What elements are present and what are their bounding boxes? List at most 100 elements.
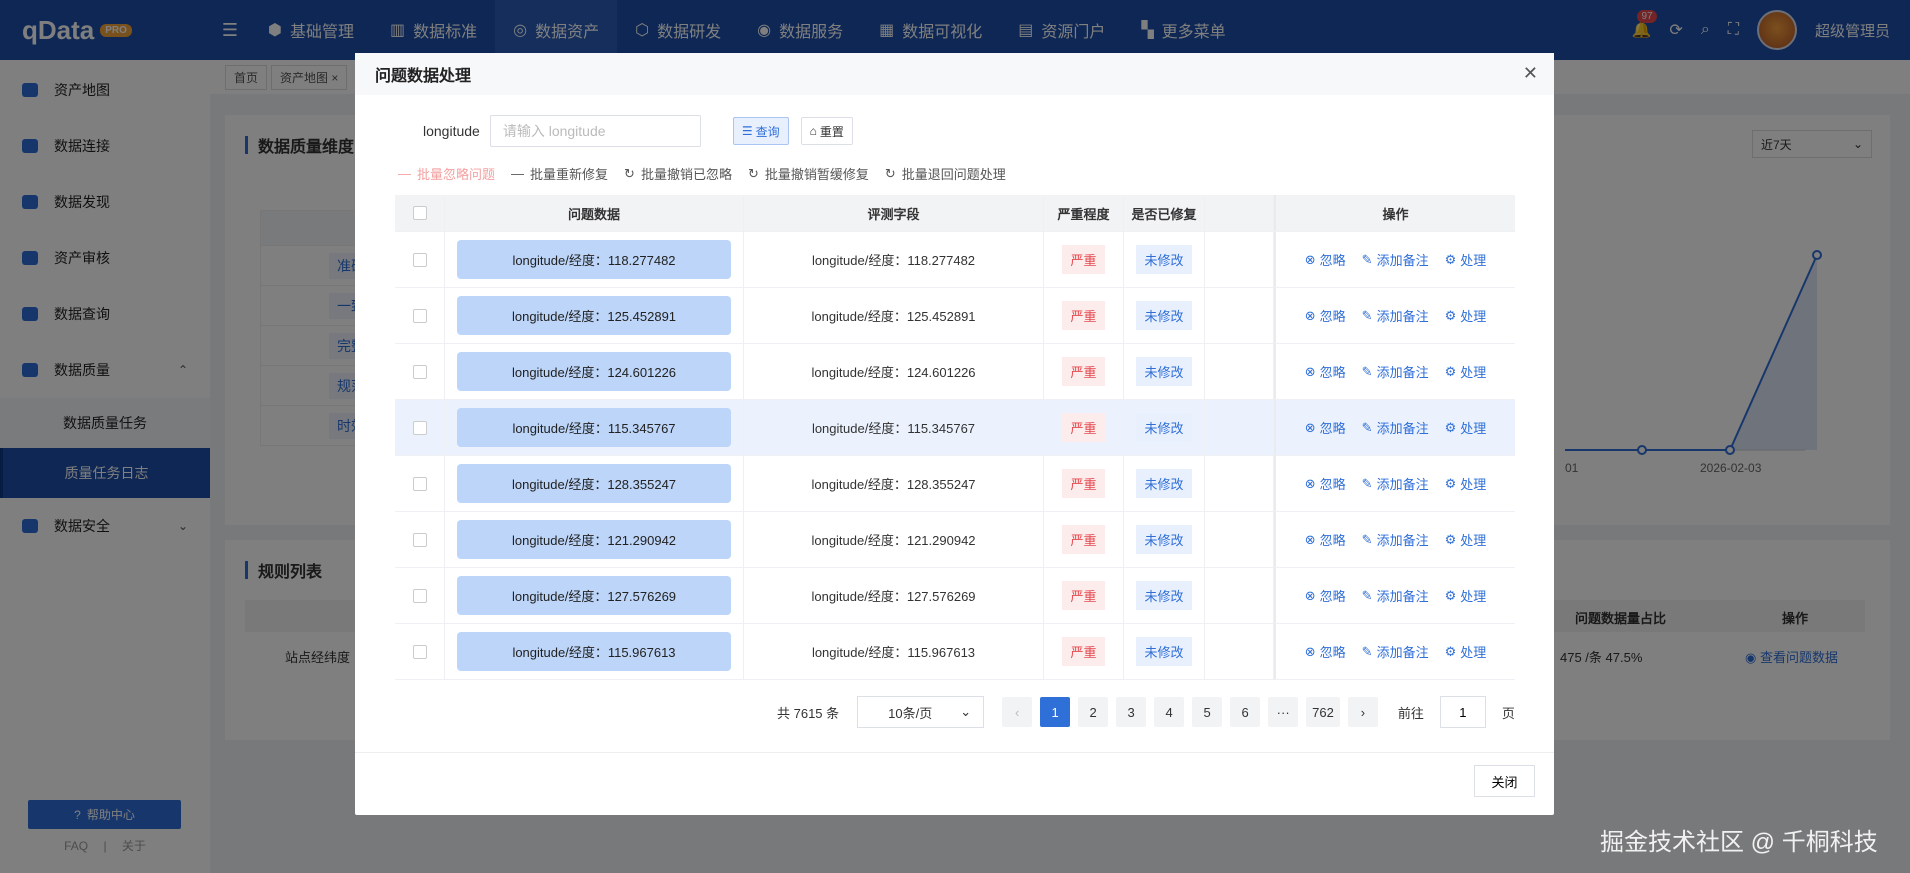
evaluated-field: longitude/经度：115.345767 — [744, 400, 1044, 455]
process-button[interactable]: ⚙ 处理 — [1444, 643, 1487, 661]
batch-undo-ignore-button[interactable]: ↻ 批量撤销已忽略 — [624, 165, 732, 183]
close-circle-icon: ⊗ — [1304, 307, 1316, 323]
issue-data-pill: longitude/经度：124.601226 — [457, 352, 731, 391]
page-button[interactable]: 6 — [1230, 697, 1261, 727]
search-list-icon: ☰ — [741, 124, 753, 138]
prev-page-button[interactable]: ‹ — [1002, 697, 1033, 727]
add-note-button[interactable]: ✎ 添加备注 — [1361, 363, 1429, 381]
row-checkbox[interactable] — [412, 364, 427, 379]
close-circle-icon: ⊗ — [1304, 643, 1316, 659]
process-button[interactable]: ⚙ 处理 — [1444, 419, 1487, 437]
gear-icon: ⚙ — [1444, 307, 1457, 323]
add-note-button[interactable]: ✎ 添加备注 — [1361, 587, 1429, 605]
ignore-button[interactable]: ⊗ 忽略 — [1304, 419, 1346, 437]
add-note-button[interactable]: ✎ 添加备注 — [1361, 419, 1429, 437]
table-row: longitude/经度：125.452891 longitude/经度：125… — [395, 288, 1515, 344]
edit-icon: ✎ — [1361, 531, 1373, 547]
gear-icon: ⚙ — [1444, 643, 1457, 659]
undo-icon: ↻ — [624, 165, 635, 181]
ignore-button[interactable]: ⊗ 忽略 — [1304, 363, 1346, 381]
close-icon[interactable]: ✕ — [1522, 63, 1538, 83]
watermark: 掘金技术社区 @ 千桐科技 — [1600, 829, 1878, 856]
table-row: longitude/经度：121.290942 longitude/经度：121… — [395, 512, 1515, 568]
edit-icon: ✎ — [1361, 307, 1373, 323]
add-note-button[interactable]: ✎ 添加备注 — [1361, 531, 1429, 549]
ignore-button[interactable]: ⊗ 忽略 — [1304, 251, 1346, 269]
page-button[interactable]: 762 — [1306, 697, 1340, 727]
fix-status-tag: 未修改 — [1136, 469, 1192, 498]
close-circle-icon: ⊗ — [1304, 475, 1316, 491]
edit-icon: ✎ — [1361, 587, 1373, 603]
close-button[interactable]: 关闭 — [1474, 765, 1535, 797]
goto-page-input[interactable] — [1439, 696, 1486, 728]
evaluated-field: longitude/经度：128.355247 — [744, 456, 1044, 511]
batch-return-button[interactable]: ↻ 批量退回问题处理 — [884, 165, 1006, 183]
process-button[interactable]: ⚙ 处理 — [1444, 531, 1487, 549]
reset-button[interactable]: ⌂ 重置 — [800, 117, 853, 145]
severity-tag: 严重 — [1062, 245, 1105, 274]
query-button[interactable]: ☰ 查询 — [732, 117, 789, 145]
process-button[interactable]: ⚙ 处理 — [1444, 587, 1487, 605]
fix-status-tag: 未修改 — [1136, 637, 1192, 666]
next-page-button[interactable]: › — [1347, 697, 1378, 727]
close-circle-icon: ⊗ — [1304, 251, 1316, 267]
evaluated-field: longitude/经度：118.277482 — [744, 232, 1044, 287]
row-checkbox[interactable] — [412, 308, 427, 323]
add-note-button[interactable]: ✎ 添加备注 — [1361, 475, 1429, 493]
evaluated-field: longitude/经度：121.290942 — [744, 512, 1044, 567]
minus-icon: — — [511, 166, 525, 181]
batch-refix-button[interactable]: — 批量重新修复 — [511, 166, 609, 182]
ignore-button[interactable]: ⊗ 忽略 — [1304, 587, 1346, 605]
severity-tag: 严重 — [1062, 357, 1105, 386]
issue-data-dialog: 问题数据处理 ✕ longitude ☰查询 ⌂重置 —批量忽略问题 —批量重新… — [355, 53, 1554, 815]
add-note-button[interactable]: ✎ 添加备注 — [1361, 643, 1429, 661]
longitude-search-input[interactable] — [489, 115, 701, 147]
page-button[interactable]: 4 — [1154, 697, 1185, 727]
gear-icon: ⚙ — [1444, 475, 1457, 491]
add-note-button[interactable]: ✎ 添加备注 — [1361, 251, 1429, 269]
row-checkbox[interactable] — [412, 420, 427, 435]
row-checkbox[interactable] — [412, 252, 427, 267]
issue-data-pill: longitude/经度：125.452891 — [457, 296, 731, 335]
severity-tag: 严重 — [1062, 637, 1105, 666]
edit-icon: ✎ — [1361, 251, 1373, 267]
close-circle-icon: ⊗ — [1304, 587, 1316, 603]
page-button[interactable]: 5 — [1192, 697, 1223, 727]
issue-data-pill: longitude/经度：115.345767 — [457, 408, 731, 447]
dialog-title: 问题数据处理 — [355, 53, 1554, 95]
process-button[interactable]: ⚙ 处理 — [1444, 251, 1487, 269]
issue-table: 问题数据 评测字段 严重程度 是否已修复 操作 longitude/经度：118… — [395, 195, 1515, 680]
close-circle-icon: ⊗ — [1304, 531, 1316, 547]
evaluated-field: longitude/经度：127.576269 — [744, 568, 1044, 623]
process-button[interactable]: ⚙ 处理 — [1444, 475, 1487, 493]
batch-ignore-button[interactable]: — 批量忽略问题 — [398, 166, 496, 182]
page-size-select[interactable]: 10条/页 ⌄ — [857, 696, 985, 728]
issue-data-pill: longitude/经度：121.290942 — [457, 520, 731, 559]
page-button[interactable]: ··· — [1268, 697, 1299, 727]
row-checkbox[interactable] — [412, 532, 427, 547]
add-note-button[interactable]: ✎ 添加备注 — [1361, 307, 1429, 325]
table-row: longitude/经度：128.355247 longitude/经度：128… — [395, 456, 1515, 512]
row-checkbox[interactable] — [412, 588, 427, 603]
row-checkbox[interactable] — [412, 644, 427, 659]
minus-icon: — — [398, 166, 411, 181]
process-button[interactable]: ⚙ 处理 — [1444, 363, 1487, 381]
page-button[interactable]: 1 — [1040, 697, 1071, 727]
severity-tag: 严重 — [1062, 525, 1105, 554]
ignore-button[interactable]: ⊗ 忽略 — [1304, 531, 1346, 549]
select-all-checkbox[interactable] — [412, 206, 427, 220]
fix-status-tag: 未修改 — [1136, 525, 1192, 554]
ignore-button[interactable]: ⊗ 忽略 — [1304, 307, 1346, 325]
evaluated-field: longitude/经度：115.967613 — [744, 624, 1044, 679]
batch-undo-defer-button[interactable]: ↻ 批量撤销暂缓修复 — [747, 165, 869, 183]
close-circle-icon: ⊗ — [1304, 363, 1316, 379]
process-button[interactable]: ⚙ 处理 — [1444, 307, 1487, 325]
severity-tag: 严重 — [1062, 581, 1105, 610]
row-checkbox[interactable] — [412, 476, 427, 491]
page-button[interactable]: 2 — [1078, 697, 1109, 727]
severity-tag: 严重 — [1062, 413, 1105, 442]
page-button[interactable]: 3 — [1116, 697, 1147, 727]
table-row: longitude/经度：127.576269 longitude/经度：127… — [395, 568, 1515, 624]
ignore-button[interactable]: ⊗ 忽略 — [1304, 475, 1346, 493]
ignore-button[interactable]: ⊗ 忽略 — [1304, 643, 1346, 661]
